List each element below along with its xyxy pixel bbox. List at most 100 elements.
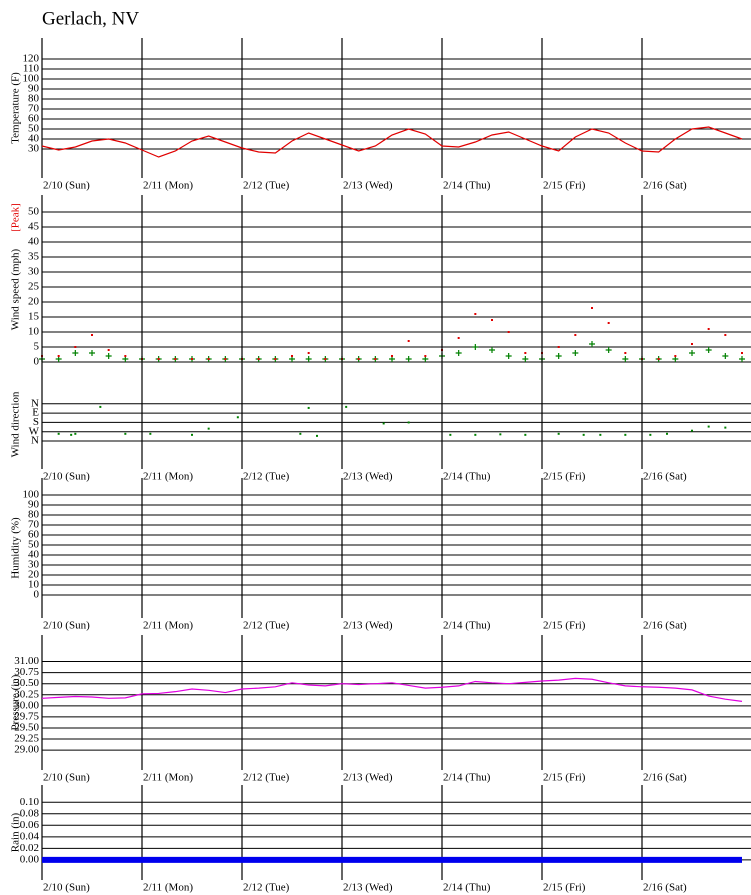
y-tick-label: 0 [34,589,40,601]
y-axis-label: Temperature (F) [10,72,22,144]
wind-point [505,353,512,359]
y-tick-label: 30 [28,266,40,278]
x-tick-label: 2/10 (Sun) [43,882,90,894]
data-point [149,432,152,435]
x-tick-label: 2/11 (Mon) [143,180,193,192]
y-tick-label: S [33,416,39,428]
x-tick-label: 2/15 (Fri) [543,882,586,894]
y-tick-label: 0.08 [20,807,40,819]
y-tick-label: 40 [28,549,40,561]
wind-point [589,341,595,347]
x-tick-label: 2/16 (Sat) [643,772,687,784]
y-tick-label: 100 [23,489,40,501]
data-point [291,355,293,357]
data-point [599,433,602,436]
x-tick-label: 2/10 (Sun) [43,471,90,483]
y-tick-label: 80 [28,93,40,105]
x-tick-label: 2/14 (Thu) [443,180,491,192]
data-point [391,355,393,357]
x-tick-label: 2/12 (Tue) [243,180,290,192]
wind-point [405,356,412,362]
data-point [649,433,652,436]
data-line [41,677,743,702]
y-axis-label: Pressure (in) [10,674,22,730]
x-tick-label: 2/12 (Tue) [243,620,290,632]
y-tick-label: 31.00 [14,655,39,667]
data-point [207,358,210,360]
y-tick-label: 30.25 [14,688,39,700]
data-point [307,406,310,409]
data-point [491,319,493,321]
y-tick-label: 29.50 [14,721,39,733]
wind-point [689,350,695,356]
data-point [624,433,627,436]
y-tick-label: 35 [28,251,40,263]
data-point [524,352,527,354]
wind-point [705,347,712,353]
x-tick-label: 2/13 (Wed) [343,772,393,784]
data-point [524,433,527,436]
data-point [724,426,727,429]
wind-point [105,353,112,359]
y-tick-label: W [29,425,40,437]
data-point [507,331,510,333]
data-point [207,427,210,430]
y-tick-label: 5 [34,341,40,353]
y-tick-label: 100 [23,73,40,85]
data-point [91,334,93,336]
y-tick-label: 0 [34,356,40,368]
x-tick-label: 2/16 (Sat) [643,180,687,192]
data-point [582,433,585,436]
wind-point [722,353,729,359]
y-tick-label: 0.00 [20,853,40,865]
wind-point [572,350,579,356]
page-title: Gerlach, NV [42,8,139,29]
x-tick-label: 2/13 (Wed) [343,471,393,483]
x-tick-label: 2/15 (Fri) [543,620,586,632]
data-point [624,352,627,354]
wind-point [622,356,629,362]
y-axis-label: Wind direction [10,391,22,457]
y-tick-label: 10 [28,326,40,338]
data-point [257,358,260,360]
y-axis-label: Rain (in) [10,812,22,852]
x-tick-label: 2/15 (Fri) [543,772,586,784]
x-tick-label: 2/14 (Thu) [443,882,491,894]
data-point [557,432,560,435]
y-tick-label: 29.00 [14,744,39,756]
wind-point [522,356,529,362]
y-tick-label: 20 [28,569,40,581]
data-point [474,313,477,315]
data-point [224,358,227,360]
x-tick-label: 2/11 (Mon) [143,620,193,632]
data-point [674,355,677,357]
data-point [591,307,593,309]
data-point [57,432,60,435]
y-tick-label: 25 [28,281,40,293]
y-tick-label: 60 [28,113,40,125]
y-tick-label: 30.50 [14,677,39,689]
data-point [316,434,318,437]
y-tick-label: 10 [28,579,40,591]
y-tick-label: 20 [28,296,40,308]
y-tick-label: 50 [28,539,40,551]
y-axis-label: Wind speed (mph) [10,248,22,330]
y-tick-label: 60 [28,529,40,541]
y-tick-label: 30.75 [14,666,39,678]
data-point [474,433,477,436]
y-tick-label: 90 [28,499,40,511]
y-tick-label: E [32,407,39,419]
data-point [499,433,502,436]
wind-point [305,356,312,362]
data-point [174,358,177,360]
x-tick-label: 2/11 (Mon) [143,471,193,483]
y-tick-label: 50 [28,206,40,218]
y-tick-label: 70 [28,103,40,115]
x-tick-label: 2/10 (Sun) [43,772,90,784]
x-tick-label: 2/11 (Mon) [143,772,193,784]
data-point [407,421,410,424]
wind-point [605,347,612,353]
data-point [324,358,327,360]
x-tick-label: 2/12 (Tue) [243,471,290,483]
data-point [74,346,77,348]
